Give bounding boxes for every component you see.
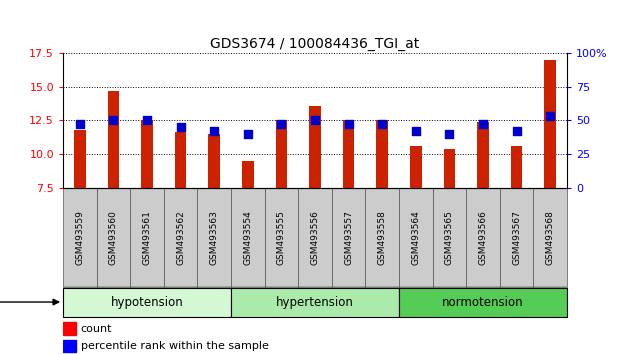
Bar: [309, 105, 321, 188]
Text: GSM493558: GSM493558: [378, 210, 387, 265]
Point: [108, 118, 118, 123]
Point: [478, 121, 488, 127]
Bar: [500, 188, 534, 287]
Bar: [242, 161, 254, 188]
Point: [444, 131, 454, 137]
Bar: [63, 188, 96, 287]
Bar: [376, 120, 388, 188]
Bar: [63, 322, 76, 335]
Bar: [209, 134, 220, 188]
Text: GSM493555: GSM493555: [277, 210, 286, 265]
Bar: [534, 188, 567, 287]
Point: [209, 128, 219, 134]
Bar: [96, 188, 130, 287]
Text: GSM493562: GSM493562: [176, 210, 185, 264]
Text: GSM493557: GSM493557: [344, 210, 353, 265]
Bar: [108, 91, 119, 188]
Point: [377, 121, 387, 127]
Point: [512, 128, 522, 134]
Text: GSM493554: GSM493554: [243, 210, 252, 264]
Bar: [544, 60, 556, 188]
Bar: [130, 188, 164, 287]
Text: GSM493567: GSM493567: [512, 210, 521, 265]
Bar: [63, 288, 231, 317]
Bar: [410, 146, 421, 188]
Text: hypertension: hypertension: [276, 296, 354, 309]
Bar: [343, 120, 355, 188]
Bar: [231, 288, 399, 317]
Point: [310, 118, 320, 123]
Text: GSM493568: GSM493568: [546, 210, 554, 265]
Point: [243, 131, 253, 137]
Text: GSM493561: GSM493561: [142, 210, 151, 265]
Text: GSM493566: GSM493566: [479, 210, 488, 265]
Bar: [466, 188, 500, 287]
Point: [545, 114, 555, 119]
Bar: [164, 188, 197, 287]
Bar: [477, 122, 489, 188]
Bar: [175, 132, 186, 188]
Bar: [511, 146, 522, 188]
Bar: [63, 340, 76, 352]
Text: GSM493560: GSM493560: [109, 210, 118, 265]
Bar: [399, 188, 433, 287]
Text: GSM493563: GSM493563: [210, 210, 219, 265]
Text: count: count: [81, 324, 112, 333]
Bar: [141, 120, 153, 188]
Text: GSM493565: GSM493565: [445, 210, 454, 265]
Point: [343, 121, 353, 127]
Bar: [275, 120, 287, 188]
Point: [277, 121, 287, 127]
Point: [75, 121, 85, 127]
Bar: [399, 288, 567, 317]
Text: GSM493559: GSM493559: [76, 210, 84, 265]
Bar: [231, 188, 265, 287]
Text: hypotension: hypotension: [111, 296, 183, 309]
Text: GSM493556: GSM493556: [311, 210, 319, 265]
Bar: [265, 188, 298, 287]
Text: normotension: normotension: [442, 296, 524, 309]
Point: [411, 128, 421, 134]
Bar: [332, 188, 365, 287]
Point: [176, 124, 186, 130]
Text: percentile rank within the sample: percentile rank within the sample: [81, 341, 268, 351]
Bar: [444, 149, 455, 188]
Bar: [197, 188, 231, 287]
Bar: [298, 188, 332, 287]
Bar: [365, 188, 399, 287]
Point: [142, 118, 152, 123]
Text: GSM493564: GSM493564: [411, 210, 420, 264]
Bar: [433, 188, 466, 287]
Title: GDS3674 / 100084436_TGI_at: GDS3674 / 100084436_TGI_at: [210, 37, 420, 51]
Bar: [74, 130, 86, 188]
